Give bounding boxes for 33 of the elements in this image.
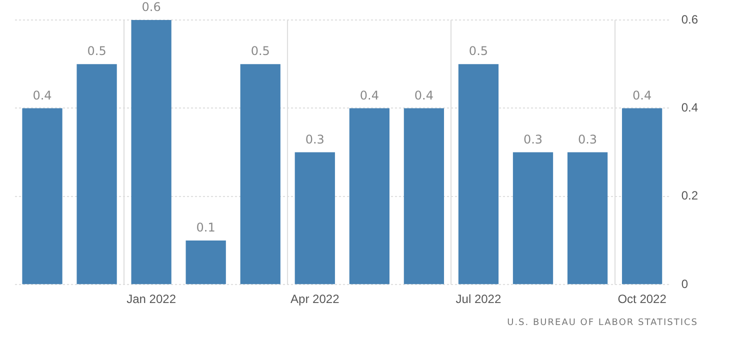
x-tick-label: Jan 2022 (126, 292, 176, 306)
data-label: 0.5 (87, 44, 106, 58)
x-tick-label: Oct 2022 (618, 292, 667, 306)
bar (22, 108, 62, 284)
y-tick-label: 0.4 (681, 100, 698, 115)
bar (186, 240, 226, 284)
x-tick-label: Apr 2022 (290, 292, 340, 306)
data-label: 0.3 (523, 132, 543, 146)
data-label: 0.4 (360, 88, 379, 102)
bar (404, 108, 444, 284)
bar (567, 152, 608, 284)
data-label: 0.4 (32, 88, 52, 102)
x-tick-label: Jul 2022 (456, 292, 502, 306)
data-label: 0.3 (305, 132, 324, 146)
bar (240, 64, 280, 284)
data-label: 0.3 (578, 132, 598, 146)
data-label: 0.5 (468, 44, 488, 58)
y-tick-label: 0 (681, 276, 688, 291)
data-label: 0.4 (632, 88, 652, 102)
data-label: 0.5 (250, 44, 270, 58)
bar (294, 152, 335, 284)
data-label: 0.1 (196, 220, 216, 235)
data-label: 0.6 (142, 0, 161, 14)
bar (622, 108, 662, 284)
bar (458, 64, 499, 284)
data-label: 0.4 (414, 88, 434, 102)
bar (512, 152, 554, 284)
text: U.S. BUREAU OF LABOR STATISTICS (507, 318, 698, 328)
bar (131, 20, 172, 284)
bar (349, 108, 390, 284)
y-tick-label: 0.6 (681, 12, 698, 26)
y-tick-label: 0.2 (681, 188, 698, 203)
bar (76, 64, 117, 284)
